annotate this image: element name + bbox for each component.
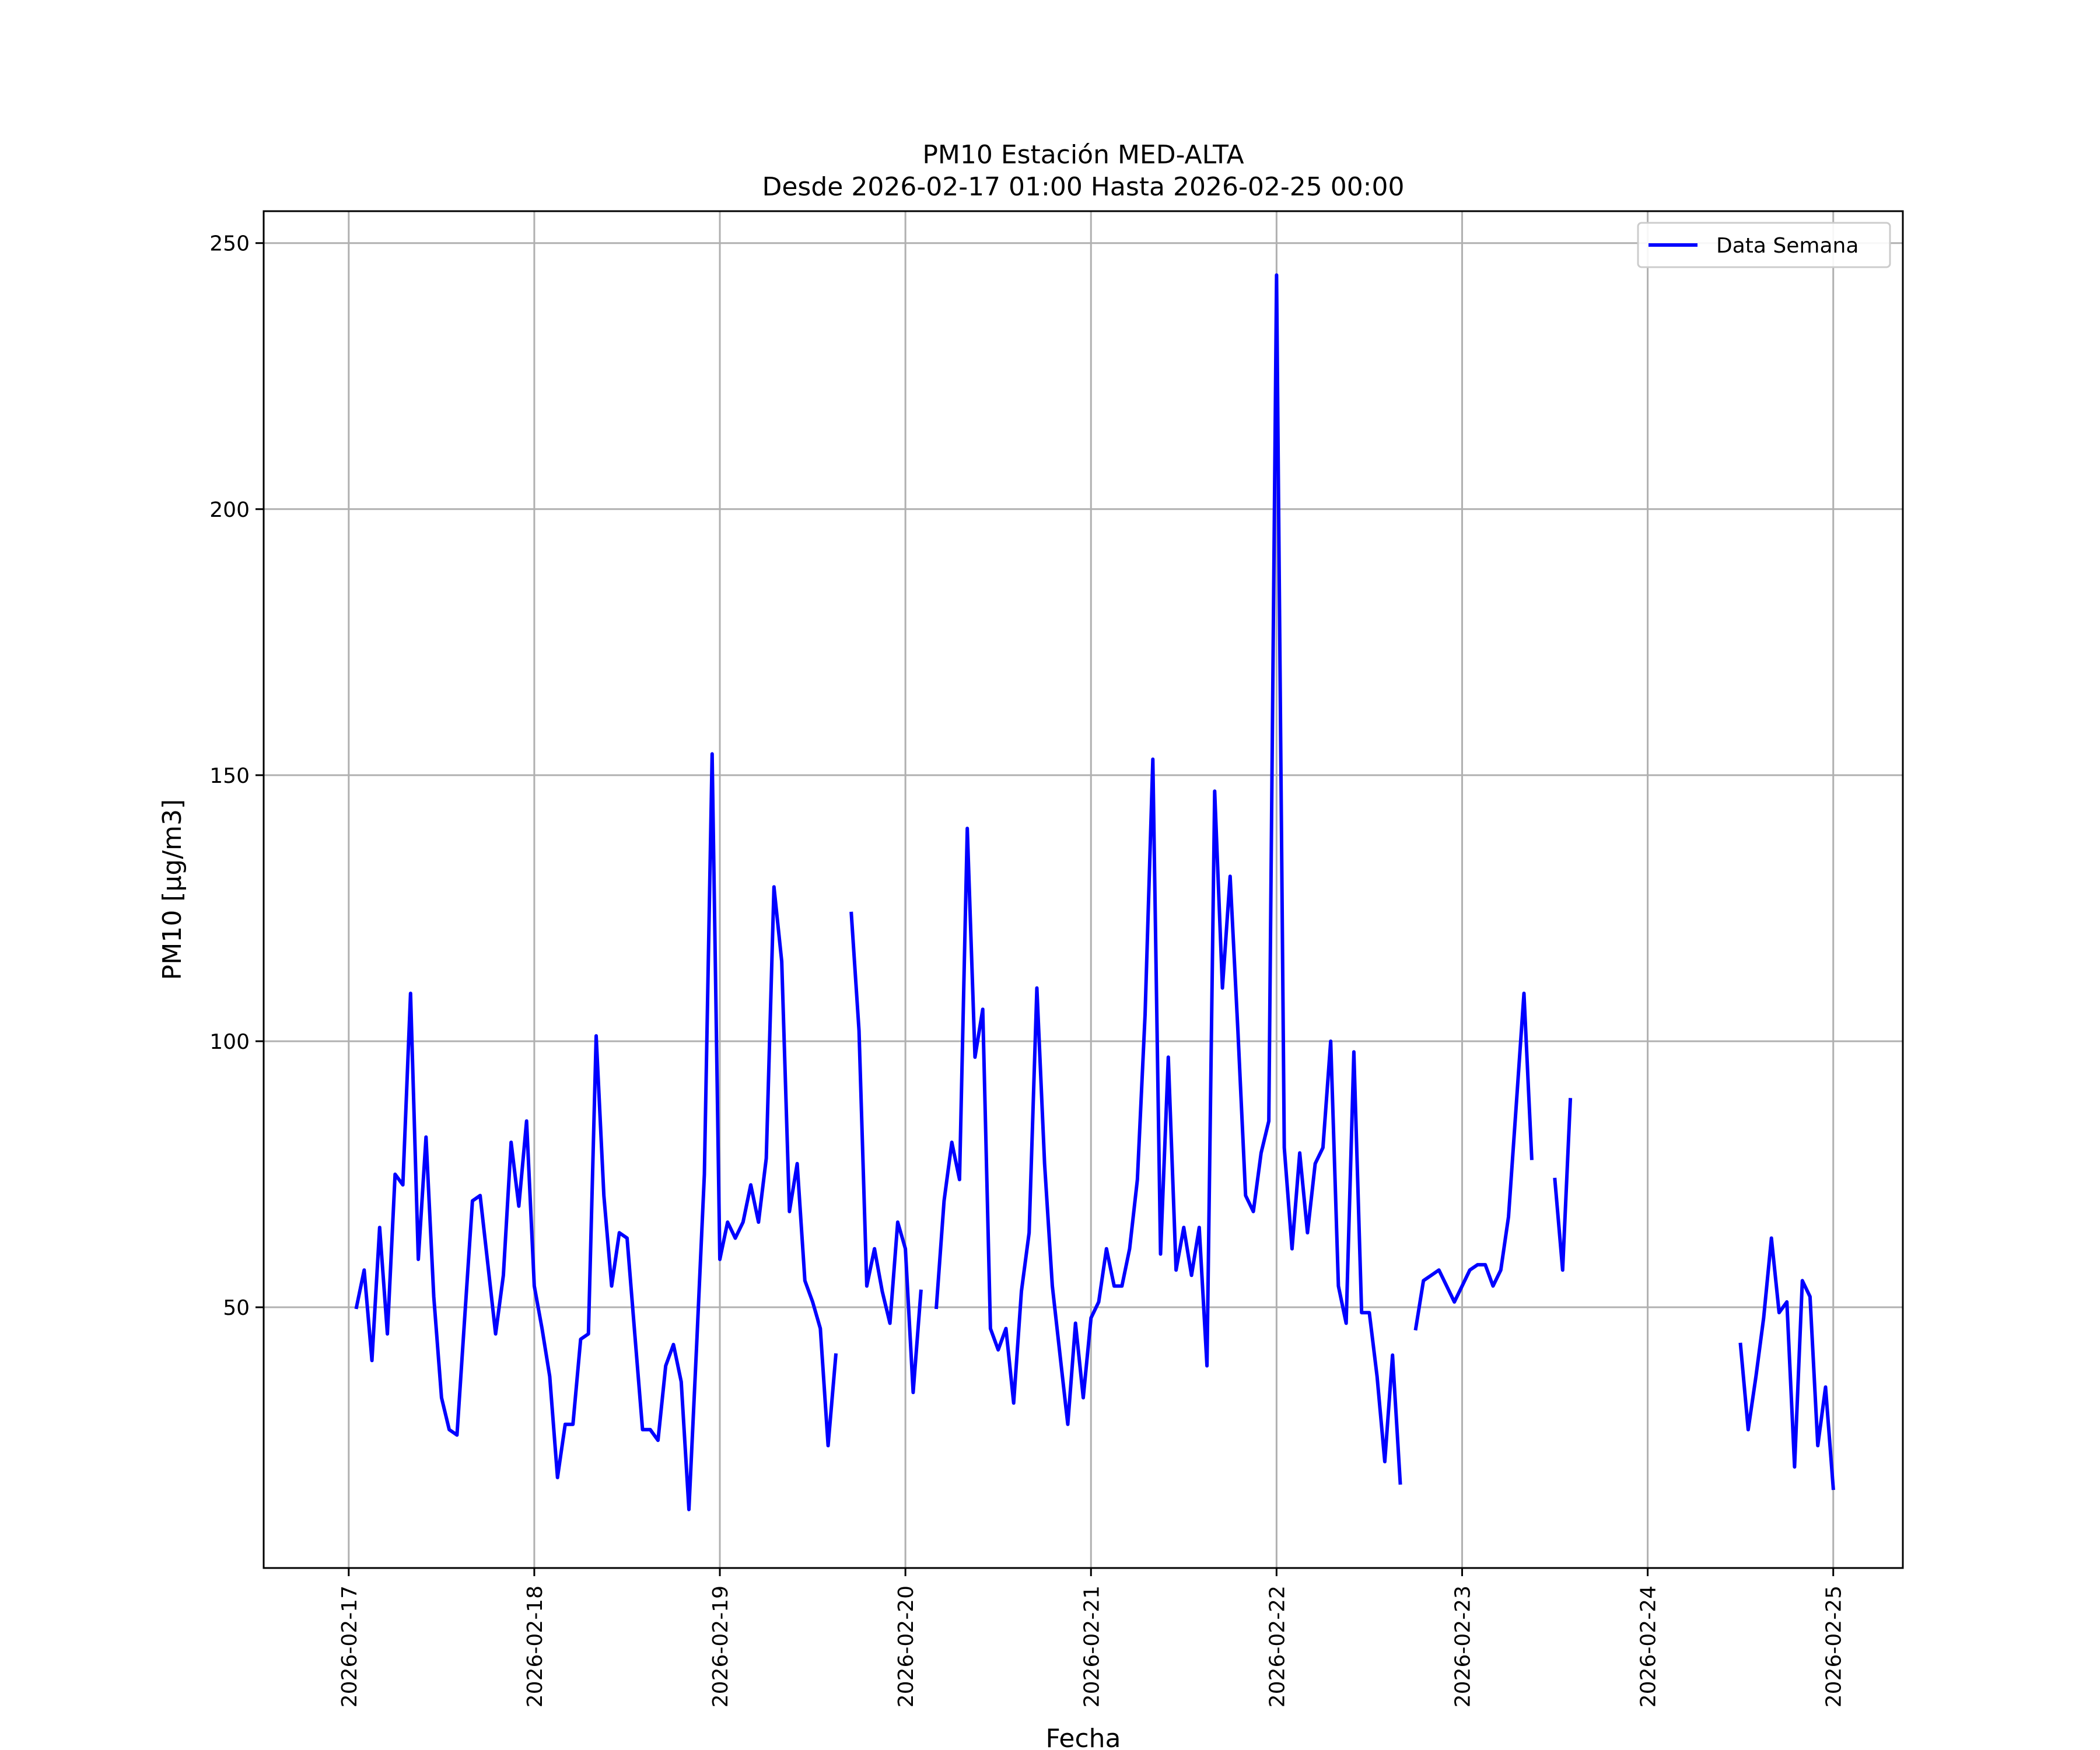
x-tick-label-2: 2026-02-19 (709, 1586, 733, 1707)
legend: Data Semana (1637, 222, 1891, 268)
chart-title-line2: Desde 2026-02-17 01:00 Hasta 2026-02-25 … (762, 172, 1404, 202)
x-axis-label: Fecha (1045, 1724, 1121, 1750)
y-tick-label-3: 200 (209, 498, 250, 522)
x-tick-label-4: 2026-02-21 (1080, 1586, 1104, 1707)
x-axis-ticks: 2026-02-17 2026-02-18 2026-02-19 2026-02-20… (338, 1568, 1846, 1707)
x-tick-label-1: 2026-02-18 (523, 1586, 547, 1707)
y-tick-label-2: 150 (209, 764, 250, 788)
series-line-segment-0-2 (934, 273, 1402, 1485)
plot-frame (262, 210, 1904, 1569)
data-series (354, 273, 1835, 1511)
x-tick-label-3: 2026-02-20 (894, 1586, 918, 1707)
series-line-segment-0-5 (1738, 1236, 1835, 1490)
grid-lines (264, 211, 1903, 1568)
y-tick-label-0: 50 (223, 1296, 250, 1320)
series-line-segment-0-4 (1553, 1098, 1573, 1272)
x-tick-label-5: 2026-02-22 (1265, 1586, 1289, 1707)
y-tick-label-4: 250 (209, 232, 250, 256)
legend-label: Data Semana (1716, 234, 1859, 258)
chart-title-line1: PM10 Estación MED-ALTA (922, 140, 1244, 170)
x-tick-label-8: 2026-02-25 (1822, 1586, 1846, 1707)
y-axis-ticks: 50 100 150 200 250 (209, 232, 264, 1320)
series-line-segment-0-1 (849, 911, 923, 1394)
series-line-segment-0-3 (1413, 991, 1534, 1331)
y-tick-label-1: 100 (209, 1030, 250, 1054)
y-axis-label: PM10 [μg/m3] (158, 799, 187, 980)
x-tick-label-7: 2026-02-24 (1637, 1586, 1661, 1707)
x-tick-label-6: 2026-02-23 (1451, 1586, 1475, 1707)
x-tick-label-0: 2026-02-17 (338, 1586, 362, 1707)
legend-box (1637, 222, 1891, 268)
series-line-segment-0-0 (354, 752, 838, 1511)
